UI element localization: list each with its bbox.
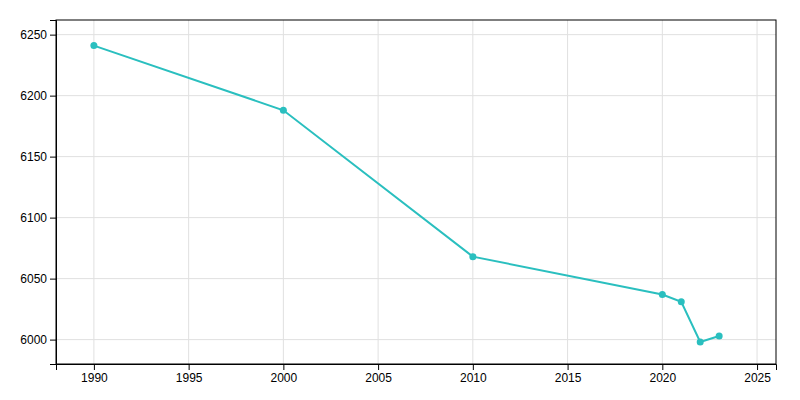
x-tick-label: 2015 bbox=[555, 371, 582, 385]
y-tick-mark bbox=[50, 340, 56, 341]
y-grid-line bbox=[56, 278, 776, 279]
x-tick: 1995 bbox=[176, 364, 203, 385]
y-tick: 6000 bbox=[20, 333, 56, 347]
x-axis-line bbox=[57, 365, 777, 371]
x-grid-line bbox=[93, 20, 94, 364]
y-tick-mark bbox=[50, 35, 56, 36]
point bbox=[280, 107, 287, 114]
x-tick-mark bbox=[283, 364, 284, 370]
plot-frame bbox=[56, 20, 776, 364]
plot-area: 1990 1995 2000 2005 2010 2015 2020 2025 6000 6050… bbox=[20, 20, 776, 385]
y-grid-line bbox=[56, 217, 776, 218]
data-marks bbox=[90, 42, 722, 345]
chart-svg: 1990 1995 2000 2005 2010 2015 2020 2025 6000 6050… bbox=[0, 0, 800, 400]
x-grid-line bbox=[757, 20, 758, 364]
x-tick-label: 2020 bbox=[649, 371, 676, 385]
x-grid-line bbox=[472, 20, 473, 364]
x-tick: 2000 bbox=[271, 364, 298, 385]
y-grid-line bbox=[56, 95, 776, 96]
y-tick-label: 6000 bbox=[20, 333, 47, 347]
y-tick-label: 6250 bbox=[20, 28, 47, 42]
y-tick-mark bbox=[50, 218, 56, 219]
x-tick: 1990 bbox=[81, 364, 108, 385]
y-axis-line bbox=[50, 21, 57, 365]
x-tick: 2010 bbox=[460, 364, 487, 385]
x-tick-mark bbox=[662, 364, 663, 370]
grid bbox=[56, 20, 776, 364]
x-axis: 1990 1995 2000 2005 2010 2015 2020 2025 bbox=[57, 364, 777, 385]
y-tick-mark bbox=[50, 279, 56, 280]
x-tick-mark bbox=[94, 364, 95, 370]
y-tick: 6250 bbox=[20, 28, 56, 42]
x-grid-line bbox=[188, 20, 189, 364]
y-tick: 6100 bbox=[20, 211, 56, 225]
x-grid-line bbox=[283, 20, 284, 364]
x-tick-mark bbox=[378, 364, 379, 370]
x-tick-label: 2005 bbox=[365, 371, 392, 385]
x-grid-line bbox=[567, 20, 568, 364]
x-tick-mark bbox=[473, 364, 474, 370]
y-tick-label: 6200 bbox=[20, 89, 47, 103]
y-tick-label: 6150 bbox=[20, 150, 47, 164]
x-grid-line bbox=[378, 20, 379, 364]
y-grid-line bbox=[56, 34, 776, 35]
x-tick-label: 2010 bbox=[460, 371, 487, 385]
line bbox=[94, 46, 719, 342]
point bbox=[659, 291, 666, 298]
x-tick-label: 2000 bbox=[271, 371, 298, 385]
point bbox=[90, 42, 97, 49]
point bbox=[469, 253, 476, 260]
y-tick-mark bbox=[50, 96, 56, 97]
y-tick: 6150 bbox=[20, 150, 56, 164]
chart-container: 1990 1995 2000 2005 2010 2015 2020 2025 6000 6050… bbox=[0, 0, 800, 400]
y-tick-label: 6100 bbox=[20, 211, 47, 225]
point bbox=[697, 339, 704, 346]
x-tick: 2020 bbox=[649, 364, 676, 385]
x-tick-label: 1990 bbox=[81, 371, 108, 385]
y-grid-line bbox=[56, 156, 776, 157]
x-tick: 2025 bbox=[744, 364, 771, 385]
x-tick: 2015 bbox=[555, 364, 582, 385]
x-tick: 2005 bbox=[365, 364, 392, 385]
point bbox=[716, 332, 723, 339]
y-tick: 6050 bbox=[20, 272, 56, 286]
y-axis: 6000 6050 6100 6150 6200 6250 bbox=[20, 21, 56, 365]
x-tick-mark bbox=[568, 364, 569, 370]
x-tick-mark bbox=[757, 364, 758, 370]
x-tick-label: 2025 bbox=[744, 371, 771, 385]
y-tick-mark bbox=[50, 157, 56, 158]
x-tick-label: 1995 bbox=[176, 371, 203, 385]
y-grid-line bbox=[56, 339, 776, 340]
y-tick: 6200 bbox=[20, 89, 56, 103]
x-tick-mark bbox=[189, 364, 190, 370]
point bbox=[678, 298, 685, 305]
x-grid-line bbox=[662, 20, 663, 364]
y-tick-label: 6050 bbox=[20, 272, 47, 286]
